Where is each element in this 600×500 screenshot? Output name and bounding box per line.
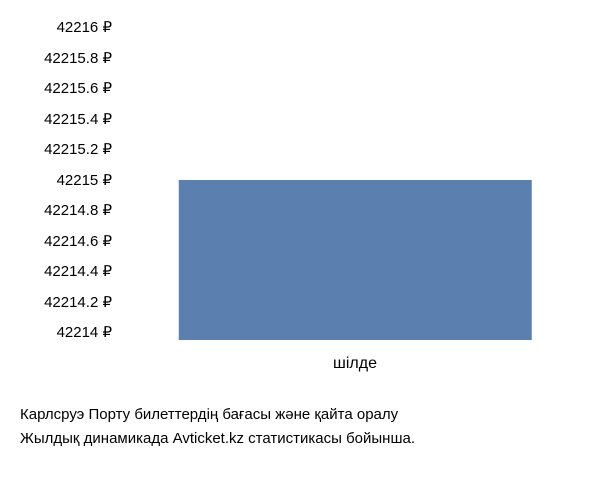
y-tick-label: 42215 ₽ bbox=[57, 173, 112, 188]
y-tick-label: 42216 ₽ bbox=[57, 20, 112, 35]
y-tick-label: 42215.6 ₽ bbox=[44, 81, 112, 96]
bar-container bbox=[179, 180, 532, 340]
y-tick-label: 42215.8 ₽ bbox=[44, 51, 112, 66]
y-tick-label: 42215.4 ₽ bbox=[44, 112, 112, 127]
plot-area bbox=[120, 20, 590, 340]
chart-caption: Карлсруэ Порту билеттердің бағасы және қ… bbox=[10, 403, 590, 451]
y-tick-label: 42214.8 ₽ bbox=[44, 203, 112, 218]
caption-line-2: Жылдық динамикада Avticket.kz статистика… bbox=[20, 427, 580, 451]
y-tick-label: 42214.4 ₽ bbox=[44, 264, 112, 279]
caption-line-1: Карлсруэ Порту билеттердің бағасы және қ… bbox=[20, 403, 580, 427]
chart-container: 42216 ₽ 42215.8 ₽ 42215.6 ₽ 42215.4 ₽ 42… bbox=[0, 0, 600, 500]
y-tick-label: 42214.2 ₽ bbox=[44, 295, 112, 310]
y-tick-label: 42215.2 ₽ bbox=[44, 142, 112, 157]
chart-area: 42216 ₽ 42215.8 ₽ 42215.6 ₽ 42215.4 ₽ 42… bbox=[10, 20, 590, 340]
bar bbox=[179, 180, 532, 340]
y-tick-label: 42214.6 ₽ bbox=[44, 234, 112, 249]
y-axis: 42216 ₽ 42215.8 ₽ 42215.6 ₽ 42215.4 ₽ 42… bbox=[10, 20, 120, 340]
x-axis-label: шілде bbox=[120, 355, 590, 373]
y-tick-label: 42214 ₽ bbox=[57, 325, 112, 340]
